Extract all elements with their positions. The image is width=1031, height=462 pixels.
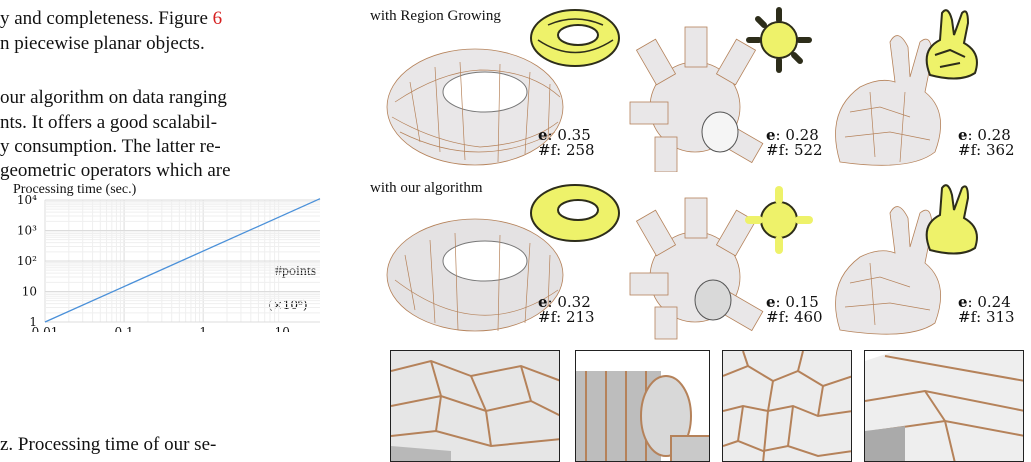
x-tick-label: 10 bbox=[275, 325, 290, 332]
row2-torus-stats: e: 0.32 #f: 213 bbox=[538, 293, 595, 326]
row1-torus-stats: e: 0.35 #f: 258 bbox=[538, 126, 595, 159]
row1-gear-stats: e: 0.28 #f: 522 bbox=[766, 126, 823, 159]
text-line-4: nts. It offers a good scalabil- bbox=[0, 112, 218, 133]
text-line-6: geometric operators which are bbox=[0, 160, 231, 181]
x-tick-label: 0.1 bbox=[115, 325, 134, 332]
x-tick-label: 1 bbox=[199, 325, 207, 332]
torus-inset-yellow-ours bbox=[530, 184, 620, 242]
zoom-panel-torus bbox=[390, 350, 560, 462]
bunny-mesh-region-growing bbox=[835, 35, 941, 166]
zoom-panel-bunny bbox=[864, 350, 1024, 462]
y-tick-label: 10³ bbox=[17, 224, 37, 238]
gear-mesh-region-growing bbox=[629, 26, 764, 172]
chart-title: Processing time (sec.) bbox=[13, 182, 137, 197]
zoom-panel-voronoi bbox=[722, 350, 852, 462]
figure-caption-line: z. Processing time of our se- bbox=[0, 434, 217, 455]
torus-inset-yellow bbox=[530, 9, 620, 67]
gear-inset-yellow-ours bbox=[745, 186, 813, 254]
torus-mesh-region-growing bbox=[386, 48, 564, 166]
text-line-5: y consumption. The latter re- bbox=[0, 136, 221, 157]
row2-gear-stats: e: 0.15 #f: 460 bbox=[766, 293, 823, 326]
chart-plot-area: 0.01 0.1 1 10 1 10 10² 10³ 10⁴ bbox=[17, 193, 321, 332]
text-line-3: our algorithm on data ranging bbox=[0, 87, 227, 108]
bunny-mesh-our-algorithm bbox=[835, 206, 941, 335]
y-tick-label: 1 bbox=[29, 315, 37, 329]
x-tick-label: 0.01 bbox=[32, 325, 59, 332]
figure-ref-link[interactable]: 6 bbox=[212, 8, 223, 29]
text-line-2: n piecewise planar objects. bbox=[0, 33, 205, 54]
series-line-0 bbox=[44, 198, 321, 323]
row1-label: with Region Growing bbox=[370, 8, 501, 24]
bunny-inset-yellow-ours bbox=[925, 184, 978, 255]
torus-mesh-our-algorithm bbox=[386, 218, 564, 332]
chart-x-unit: (×10⁶) bbox=[268, 298, 308, 312]
y-tick-label: 10 bbox=[22, 285, 37, 299]
text-line-1: y and completeness. Figure 6 bbox=[0, 8, 223, 29]
gear-inset-yellow bbox=[746, 7, 812, 73]
y-tick-label: 10² bbox=[17, 254, 37, 268]
zoom-panel-gear bbox=[575, 350, 710, 462]
row2-label: with our algorithm bbox=[370, 180, 483, 196]
row1-bunny-stats: e: 0.28 #f: 362 bbox=[958, 126, 1015, 159]
row2-bunny-stats: e: 0.24 #f: 313 bbox=[958, 293, 1015, 326]
processing-time-chart: Processing time (sec.) #points (×10⁶) 0.… bbox=[0, 182, 360, 432]
y-tick-label: 10⁴ bbox=[17, 193, 37, 207]
bunny-inset-yellow bbox=[925, 9, 978, 80]
